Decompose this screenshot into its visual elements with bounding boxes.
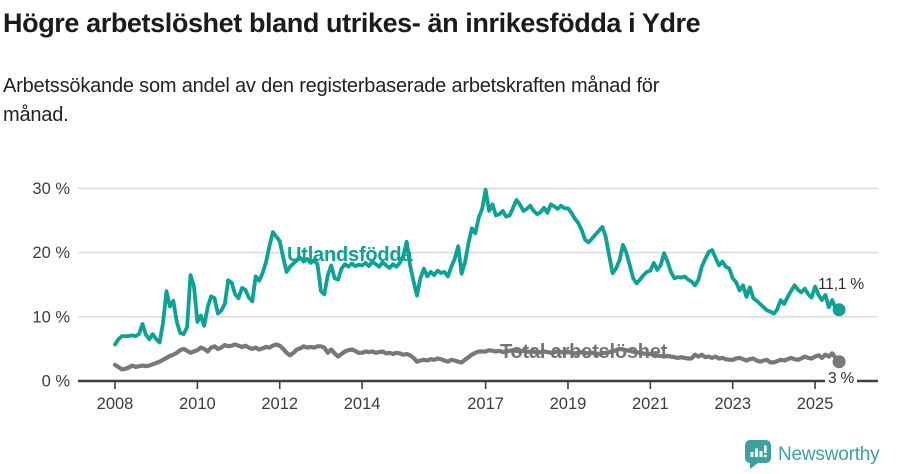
x-tick-label: 2012: [261, 395, 298, 413]
end-dot-utlandsfodda: [832, 303, 846, 317]
newsworthy-logo: Newsworthy: [745, 440, 880, 469]
newsworthy-logo-icon: [745, 440, 771, 469]
x-tick-label: 2025: [797, 395, 834, 413]
x-tick-label: 2017: [467, 395, 504, 413]
x-tick-label: 2010: [179, 395, 216, 413]
x-tick-label: 2021: [632, 395, 669, 413]
x-tick-label: 2019: [550, 395, 587, 413]
series-label-total-arbetsloshet: Total arbetslöshet: [500, 341, 668, 363]
newsworthy-brand-text: Newsworthy: [778, 443, 880, 465]
end-value-total: 3 %: [825, 370, 858, 388]
y-tick-label: 20 %: [32, 244, 70, 262]
y-tick-label: 0 %: [42, 373, 71, 391]
page-title: Högre arbetslöshet bland utrikes- än inr…: [3, 8, 701, 38]
x-tick-label: 2014: [344, 395, 381, 413]
chart-subtitle: Arbetssökande som andel av den registerb…: [3, 75, 660, 126]
y-tick-label: 30 %: [32, 180, 70, 198]
line-series-total: [112, 342, 842, 372]
end-value-utlandsfodda: 11,1 %: [818, 276, 864, 293]
end-dot-total: [832, 355, 846, 369]
y-tick-label: 10 %: [32, 308, 70, 326]
x-tick-label: 2023: [714, 395, 751, 413]
series-label-utlandsfodda: Utlandsfödda: [287, 244, 413, 266]
x-tick-label: 2008: [97, 395, 134, 413]
line-series-utlandsfodda: [113, 187, 841, 347]
